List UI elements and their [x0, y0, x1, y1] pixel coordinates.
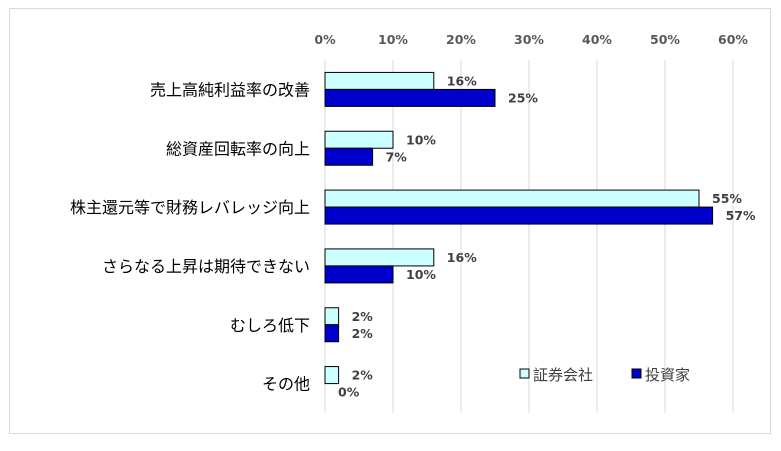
x-tick-label: 0%: [314, 32, 336, 47]
data-label: 10%: [406, 132, 436, 147]
bar-series-2: [324, 265, 394, 284]
bar-series-1: [324, 71, 435, 90]
x-tick-label: 60%: [718, 32, 748, 47]
category-labels: 売上高純利益率の改善総資産回転率の向上株主還元等で財務レバレッジ向上さらなる上昇…: [70, 80, 310, 393]
data-label: 55%: [712, 191, 742, 206]
data-labels: 16% 25% 10% 7% 55% 57% 16% 10% 2% 2% 2% 0%: [338, 73, 756, 399]
bar-series-2: [324, 206, 714, 225]
bar-series-1: [324, 366, 340, 385]
bar-series-2: [324, 147, 374, 166]
data-label: 0%: [338, 385, 360, 400]
data-label: 16%: [447, 73, 477, 88]
x-tick-label: 10%: [378, 32, 408, 47]
bar-series-2: [324, 88, 496, 107]
category-label: その他: [262, 375, 310, 394]
legend-label: 証券会社: [533, 366, 593, 384]
data-label: 2%: [352, 326, 374, 341]
bar-series-1: [324, 189, 700, 208]
bar-series-2: [324, 324, 340, 343]
x-tick-label: 20%: [446, 32, 476, 47]
category-label: むしろ低下: [230, 316, 310, 335]
legend-swatch: [631, 368, 642, 379]
x-tick-label: 30%: [514, 32, 544, 47]
bar-series-1: [324, 130, 394, 149]
data-label: 7%: [386, 149, 408, 164]
x-axis-ticks: 0% 10% 20% 30% 40% 50% 60%: [314, 32, 748, 47]
category-label: さらなる上昇は期待できない: [102, 257, 310, 276]
legend: 証券会社 投資家: [519, 366, 690, 384]
legend-swatch: [519, 368, 530, 379]
gridlines: [324, 60, 734, 413]
x-tick-label: 40%: [582, 32, 612, 47]
bars: [324, 71, 714, 385]
data-label: 25%: [508, 90, 538, 105]
data-label: 2%: [352, 368, 374, 383]
legend-label: 投資家: [645, 366, 690, 384]
bar-series-1: [324, 248, 435, 267]
category-label: 株主還元等で財務レバレッジ向上: [70, 198, 310, 217]
category-label: 売上高純利益率の改善: [150, 80, 310, 99]
data-label: 10%: [406, 267, 436, 282]
data-label: 2%: [352, 309, 374, 324]
data-label: 57%: [726, 208, 756, 223]
bar-series-1: [324, 307, 340, 326]
x-tick-label: 50%: [650, 32, 680, 47]
category-label: 総資産回転率の向上: [166, 139, 310, 158]
data-label: 16%: [447, 250, 477, 265]
